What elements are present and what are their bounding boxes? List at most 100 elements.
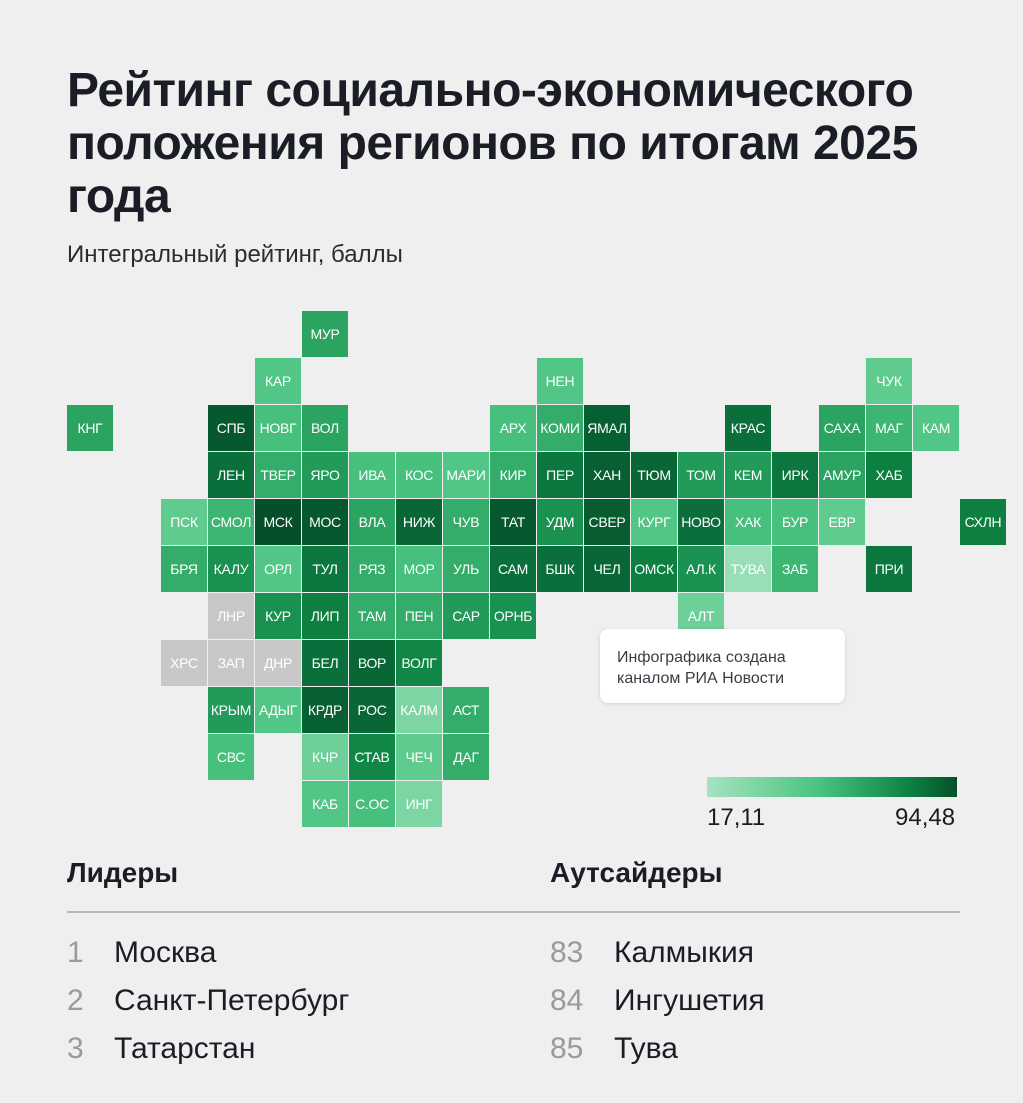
region-tile: НОВГ: [255, 405, 301, 451]
rank-number: 2: [67, 984, 84, 1017]
region-tile: ОМСК: [631, 546, 677, 592]
outsiders-heading: Аутсайдеры: [550, 857, 723, 888]
region-tile: ЯМАЛ: [584, 405, 630, 451]
region-name: Татарстан: [114, 1032, 256, 1065]
region-tile: ДНР: [255, 640, 301, 686]
region-name: Москва: [114, 936, 217, 969]
region-tile: КРЫМ: [208, 687, 254, 733]
region-tile: ЧУК: [866, 358, 912, 404]
region-tile: ЛНР: [208, 593, 254, 639]
region-tile: САМ: [490, 546, 536, 592]
region-tile: ХРС: [161, 640, 207, 686]
rank-number: 3: [67, 1032, 84, 1065]
region-tile: СВС: [208, 734, 254, 780]
region-tile: ИРК: [772, 452, 818, 498]
rank-number: 83: [550, 936, 584, 969]
region-tile: ТАТ: [490, 499, 536, 545]
region-tile: ХАН: [584, 452, 630, 498]
region-tile: АЛ.К: [678, 546, 724, 592]
source-note: Инфографика создана каналом РИА Новости: [600, 629, 845, 703]
region-tile: КАР: [255, 358, 301, 404]
tile-map: МУР КАР НЕН ЧУК КНГ СПБ НОВГ ВОЛ АРХ КОМИ ЯМАЛ КРАС…: [67, 311, 1006, 827]
region-tile: КАЛУ: [208, 546, 254, 592]
region-tile: ЛЕН: [208, 452, 254, 498]
region-tile: КАЛМ: [396, 687, 442, 733]
region-tile: КНГ: [67, 405, 113, 451]
region-tile: ИВА: [349, 452, 395, 498]
rank-number: 1: [67, 936, 84, 969]
region-tile: НОВО: [678, 499, 724, 545]
region-tile: КУРГ: [631, 499, 677, 545]
region-tile: ВОР: [349, 640, 395, 686]
region-tile: ОРЛ: [255, 546, 301, 592]
region-tile: АСТ: [443, 687, 489, 733]
region-tile: СМОЛ: [208, 499, 254, 545]
rank-number: 85: [550, 1032, 584, 1065]
region-tile: ЕВР: [819, 499, 865, 545]
region-name: Калмыкия: [614, 936, 754, 969]
region-tile: КУР: [255, 593, 301, 639]
region-tile: ПСК: [161, 499, 207, 545]
leaders-heading: Лидеры: [67, 857, 179, 888]
region-tile: ПЕН: [396, 593, 442, 639]
region-tile: САХА: [819, 405, 865, 451]
region-tile: ТАМ: [349, 593, 395, 639]
region-tile: НЕН: [537, 358, 583, 404]
region-tile: СТАВ: [349, 734, 395, 780]
region-tile: МОС: [302, 499, 348, 545]
region-tile: МУР: [302, 311, 348, 357]
divider: [67, 911, 960, 913]
region-tile: КАБ: [302, 781, 348, 827]
region-tile: ОРНБ: [490, 593, 536, 639]
region-tile: ВОЛГ: [396, 640, 442, 686]
region-tile: ЧЕЛ: [584, 546, 630, 592]
region-name: Ингушетия: [614, 984, 765, 1017]
page-title: Рейтинг социально-экономического положен…: [67, 64, 918, 223]
region-tile: САР: [443, 593, 489, 639]
region-tile: МАРИ: [443, 452, 489, 498]
region-tile: СВЕР: [584, 499, 630, 545]
region-tile: ТУВА: [725, 546, 771, 592]
region-tile: ИНГ: [396, 781, 442, 827]
color-scale-bar: [707, 777, 957, 797]
region-tile: АРХ: [490, 405, 536, 451]
region-tile: КОМИ: [537, 405, 583, 451]
region-tile: РОС: [349, 687, 395, 733]
region-tile: РЯЗ: [349, 546, 395, 592]
region-tile: АДЫГ: [255, 687, 301, 733]
region-tile: КРДР: [302, 687, 348, 733]
region-tile: АМУР: [819, 452, 865, 498]
region-tile: БУР: [772, 499, 818, 545]
region-tile: НИЖ: [396, 499, 442, 545]
region-name: Санкт-Петербург: [114, 984, 350, 1017]
region-tile: ЛИП: [302, 593, 348, 639]
region-tile: СПБ: [208, 405, 254, 451]
rank-number: 84: [550, 984, 584, 1017]
region-tile: КЕМ: [725, 452, 771, 498]
region-tile: ТОМ: [678, 452, 724, 498]
region-tile: ПРИ: [866, 546, 912, 592]
region-tile: ЧУВ: [443, 499, 489, 545]
region-tile: БРЯ: [161, 546, 207, 592]
region-tile: ХАБ: [866, 452, 912, 498]
region-tile: БШК: [537, 546, 583, 592]
region-tile: КОС: [396, 452, 442, 498]
region-name: Тува: [614, 1032, 678, 1065]
region-tile: ПЕР: [537, 452, 583, 498]
region-tile: ХАК: [725, 499, 771, 545]
region-tile: ЯРО: [302, 452, 348, 498]
scale-min-label: 17,11: [707, 804, 766, 831]
region-tile: ТУЛ: [302, 546, 348, 592]
region-tile: УЛЬ: [443, 546, 489, 592]
region-tile: КЧР: [302, 734, 348, 780]
region-tile: МОР: [396, 546, 442, 592]
page-subtitle: Интегральный рейтинг, баллы: [67, 241, 403, 268]
region-tile: КАМ: [913, 405, 959, 451]
region-tile: ТЮМ: [631, 452, 677, 498]
region-tile: КРАС: [725, 405, 771, 451]
region-tile: МСК: [255, 499, 301, 545]
region-tile: БЕЛ: [302, 640, 348, 686]
scale-max-label: 94,48: [895, 804, 956, 831]
region-tile: ВЛА: [349, 499, 395, 545]
region-tile: УДМ: [537, 499, 583, 545]
